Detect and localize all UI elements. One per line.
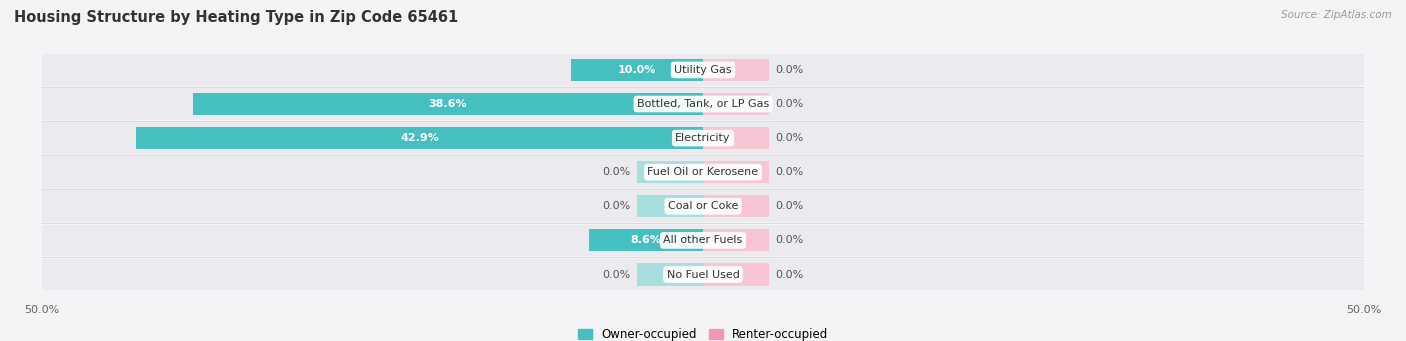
Text: 0.0%: 0.0% xyxy=(602,201,630,211)
Text: Utility Gas: Utility Gas xyxy=(675,65,731,75)
Bar xyxy=(42,88,1364,120)
Text: 8.6%: 8.6% xyxy=(631,235,662,246)
Bar xyxy=(42,190,1364,222)
Bar xyxy=(42,259,1364,291)
Bar xyxy=(136,127,703,149)
Bar xyxy=(703,93,769,115)
Legend: Owner-occupied, Renter-occupied: Owner-occupied, Renter-occupied xyxy=(572,323,834,341)
Text: No Fuel Used: No Fuel Used xyxy=(666,269,740,280)
Bar xyxy=(42,157,1364,188)
Bar xyxy=(589,229,703,252)
Text: 10.0%: 10.0% xyxy=(617,65,657,75)
Bar xyxy=(637,264,703,286)
Bar xyxy=(42,225,1364,256)
Bar xyxy=(637,161,703,183)
Text: All other Fuels: All other Fuels xyxy=(664,235,742,246)
Bar xyxy=(703,264,769,286)
Text: 38.6%: 38.6% xyxy=(429,99,467,109)
Text: Fuel Oil or Kerosene: Fuel Oil or Kerosene xyxy=(647,167,759,177)
Text: Electricity: Electricity xyxy=(675,133,731,143)
Bar xyxy=(193,93,703,115)
Bar xyxy=(637,195,703,218)
Text: Bottled, Tank, or LP Gas: Bottled, Tank, or LP Gas xyxy=(637,99,769,109)
Bar xyxy=(703,229,769,252)
Text: 0.0%: 0.0% xyxy=(776,201,804,211)
Bar xyxy=(703,161,769,183)
Text: 42.9%: 42.9% xyxy=(401,133,439,143)
Text: 0.0%: 0.0% xyxy=(776,133,804,143)
Text: 0.0%: 0.0% xyxy=(776,65,804,75)
Text: Source: ZipAtlas.com: Source: ZipAtlas.com xyxy=(1281,10,1392,20)
Bar xyxy=(42,54,1364,86)
Text: 0.0%: 0.0% xyxy=(776,167,804,177)
Bar xyxy=(703,59,769,81)
Text: 0.0%: 0.0% xyxy=(602,269,630,280)
Bar xyxy=(703,127,769,149)
Bar xyxy=(703,195,769,218)
Text: 0.0%: 0.0% xyxy=(776,269,804,280)
Text: 0.0%: 0.0% xyxy=(776,99,804,109)
Bar xyxy=(42,122,1364,154)
Text: 0.0%: 0.0% xyxy=(776,235,804,246)
Text: 0.0%: 0.0% xyxy=(602,167,630,177)
Text: Housing Structure by Heating Type in Zip Code 65461: Housing Structure by Heating Type in Zip… xyxy=(14,10,458,25)
Text: Coal or Coke: Coal or Coke xyxy=(668,201,738,211)
Bar xyxy=(571,59,703,81)
